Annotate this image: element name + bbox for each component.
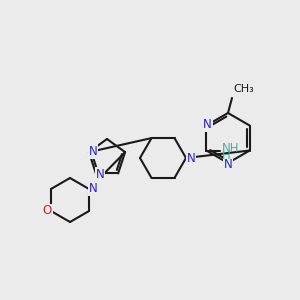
Text: N: N xyxy=(187,152,195,164)
Text: N: N xyxy=(95,168,104,181)
Text: N: N xyxy=(224,158,232,170)
Text: N: N xyxy=(88,145,97,158)
Text: O: O xyxy=(42,205,52,218)
Text: H: H xyxy=(222,149,231,162)
Text: N: N xyxy=(89,182,98,196)
Text: CH₃: CH₃ xyxy=(233,84,254,94)
Text: NH: NH xyxy=(222,142,240,155)
Text: N: N xyxy=(203,118,212,131)
